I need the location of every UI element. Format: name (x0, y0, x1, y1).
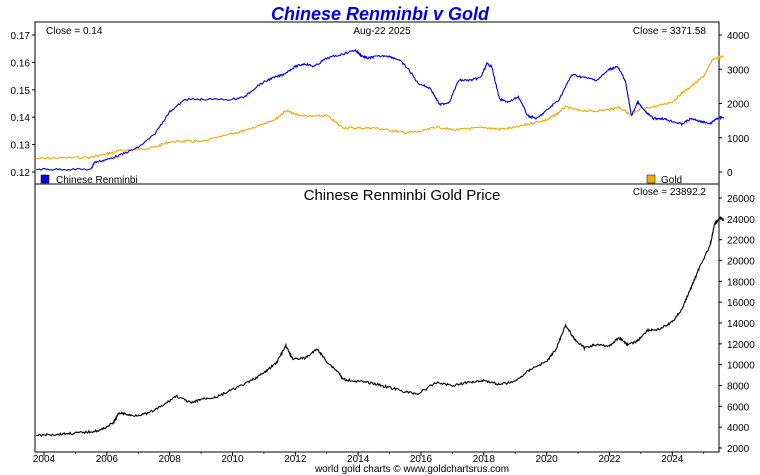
x-tick-label: 2014 (347, 454, 370, 465)
y-tick-label: 2000 (727, 444, 750, 455)
close-right-label: Close = 3371.58 (633, 26, 707, 37)
y-tick-label: 26000 (727, 194, 755, 205)
x-tick-label: 2016 (410, 454, 433, 465)
top-left-axis: 0.17 0.16 0.15 0.14 0.13 0.12 (11, 31, 35, 179)
legend-gold-swatch (646, 174, 656, 184)
y-tick-label: 20000 (727, 257, 755, 268)
y-tick-label: 4000 (727, 423, 750, 434)
bottom-series-group (36, 215, 725, 438)
right-tick-label: 3000 (727, 65, 750, 76)
x-tick-label: 2004 (33, 454, 56, 465)
close-left-label: Close = 0.14 (46, 26, 103, 37)
gold-series-line (36, 55, 725, 160)
y-tick-label: 16000 (727, 298, 755, 309)
right-tick-label: 4000 (727, 31, 750, 42)
right-tick-label: 0 (727, 168, 733, 179)
y-tick-label: 12000 (727, 340, 755, 351)
y-tick-label: 6000 (727, 402, 750, 413)
bottom-close-label: Close = 23892.2 (633, 187, 707, 198)
left-tick-label: 0.16 (11, 58, 31, 69)
bottom-panel-frame (34, 183, 720, 453)
renminbi-series-line (36, 48, 725, 171)
x-tick-label: 2018 (473, 454, 496, 465)
y-tick-label: 22000 (727, 236, 755, 247)
x-tick-label: 2006 (96, 454, 119, 465)
x-axis: 2004 2006 2008 2010 2012 2014 2016 2018 2020 2022… (33, 452, 705, 465)
left-tick-label: 0.17 (11, 31, 31, 42)
gold-price-series-line (36, 215, 725, 438)
x-tick-label: 2020 (536, 454, 559, 465)
left-tick-label: 0.14 (11, 113, 31, 124)
x-tick-label: 2012 (284, 454, 307, 465)
legend-renminbi-label: Chinese Renminbi (56, 175, 138, 186)
x-tick-label: 2008 (159, 454, 182, 465)
legend-gold-label: Gold (661, 175, 682, 186)
footer-credit: world gold charts © www.goldchartsrus.co… (314, 464, 509, 475)
top-series-group (36, 48, 725, 171)
right-tick-label: 2000 (727, 100, 750, 111)
left-tick-label: 0.12 (11, 168, 31, 179)
left-tick-label: 0.13 (11, 141, 31, 152)
legend-renminbi-swatch (40, 174, 50, 184)
right-tick-label: 1000 (727, 134, 750, 145)
bottom-y-axis: 26000 24000 22000 20000 18000 16000 14000 12000… (719, 194, 755, 455)
y-tick-label: 10000 (727, 361, 755, 372)
x-tick-label: 2010 (221, 454, 244, 465)
y-tick-label: 18000 (727, 277, 755, 288)
y-tick-label: 14000 (727, 319, 755, 330)
bottom-chart-title: Chinese Renminbi Gold Price (304, 187, 501, 204)
x-tick-label: 2022 (598, 454, 621, 465)
y-tick-label: 24000 (727, 215, 755, 226)
top-chart-title: Chinese Renminbi v Gold (271, 4, 490, 24)
top-right-axis: 4000 3000 2000 1000 0 (719, 31, 750, 179)
y-tick-label: 8000 (727, 382, 750, 393)
left-tick-label: 0.15 (11, 86, 31, 97)
date-label: Aug-22 2025 (353, 26, 411, 37)
x-tick-label: 2024 (661, 454, 684, 465)
